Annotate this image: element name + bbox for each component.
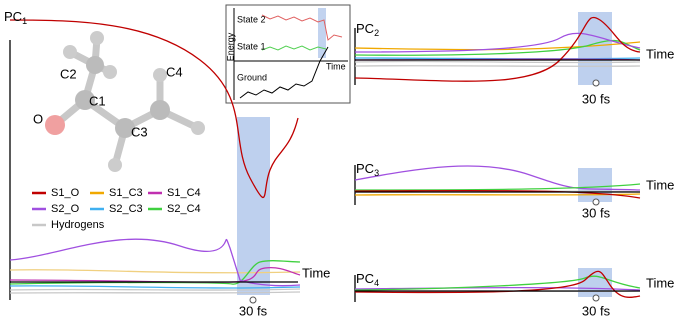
panel-label: PC3 [356,161,379,178]
panel-label-sub: 3 [374,168,379,178]
marker-label: 30 fs [239,303,268,318]
marker-label: 30 fs [582,91,611,106]
marker-dot [250,297,256,303]
time-label: Time [646,177,674,192]
inset-x-label: Time [326,61,346,71]
panel-label: PC1 [4,9,27,26]
inset-state-label: State 1 [237,41,266,51]
marker-dot [593,199,599,205]
figure: PC1Time30 fsPC2Time30 fsPC3Time30 fsPC4T… [0,0,676,322]
marker-dot [593,80,599,86]
legend-label: S1_O [51,187,80,199]
panel-label-sub: 4 [374,278,379,288]
time-label: Time [302,265,330,280]
atom-label: C2 [60,66,77,81]
inset-y-label: Energy [225,32,235,61]
inset-state-label: State 2 [237,14,266,24]
panel-label: PC4 [356,271,379,288]
panel-label-main: PC [356,161,374,176]
marker-label: 30 fs [582,205,611,220]
legend-label: S1_C4 [167,187,201,199]
panel-label-main: PC [356,271,374,286]
atom-label: C1 [89,93,106,108]
molecule [45,31,205,172]
panel-label-main: PC [4,9,22,24]
legend-label: S2_C3 [109,203,143,215]
marker-dot [593,295,599,301]
atom-label: C4 [166,64,183,79]
atom-label: O [33,111,43,126]
pc2-curves [355,12,640,85]
panel-label-main: PC [356,21,374,36]
legend-label: Hydrogens [51,219,105,231]
panel-label: PC2 [356,21,379,38]
panel-label-sub: 1 [22,16,27,26]
legend-label: S2_O [51,203,80,215]
atom-label: C3 [131,124,148,139]
inset-state-label: Ground [237,72,267,82]
time-label: Time [646,275,674,290]
marker-label: 30 fs [582,303,611,318]
time-label: Time [646,46,674,61]
legend-label: S1_C3 [109,187,143,199]
panel-label-sub: 2 [374,28,379,38]
legend-label: S2_C4 [167,203,201,215]
